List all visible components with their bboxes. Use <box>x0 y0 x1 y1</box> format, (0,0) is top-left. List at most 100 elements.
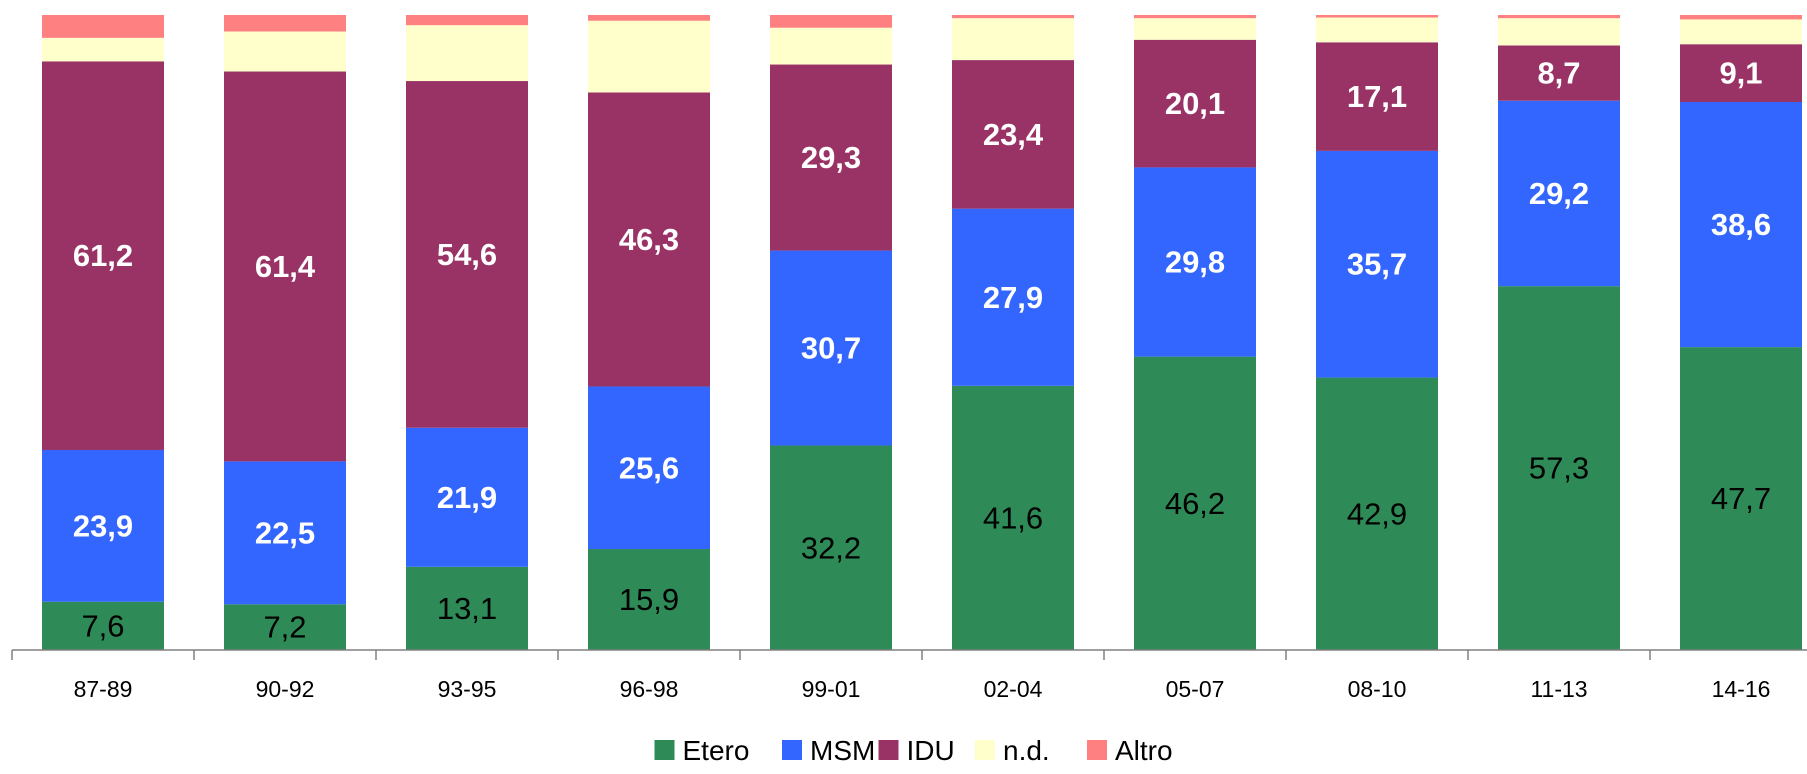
bar-segment-msm-11-13 <box>1498 100 1620 287</box>
data-label-etero-02-04: 41,6 <box>983 500 1043 535</box>
data-label-msm-14-16: 38,6 <box>1711 207 1771 242</box>
x-tick-label-99-01: 99-01 <box>802 676 861 702</box>
bar-segment-idu-87-89 <box>42 61 164 450</box>
data-label-etero-90-92: 7,2 <box>263 610 306 645</box>
bar-segment-etero-14-16 <box>1680 347 1802 650</box>
data-label-idu-02-04: 23,4 <box>983 117 1044 152</box>
data-label-idu-99-01: 29,3 <box>801 140 861 175</box>
legend-label-altro: Altro <box>1115 735 1173 766</box>
bar-segment-n-d-90-92 <box>224 31 346 72</box>
bar-segment-idu-11-13 <box>1498 45 1620 101</box>
x-tick-label-96-98: 96-98 <box>620 676 679 702</box>
bar-segment-altro-96-98 <box>588 15 710 21</box>
bar-segment-altro-14-16 <box>1680 15 1802 20</box>
bar-segment-altro-05-07 <box>1134 15 1256 19</box>
bar-segment-etero-08-10 <box>1316 377 1438 650</box>
bar-segment-n-d-96-98 <box>588 20 710 93</box>
bar-segment-msm-08-10 <box>1316 150 1438 378</box>
bar-segment-n-d-05-07 <box>1134 18 1256 40</box>
bar-segment-msm-14-16 <box>1680 102 1802 348</box>
bars-layer <box>42 15 1802 651</box>
data-label-etero-87-89: 7,6 <box>81 608 124 643</box>
value-labels-layer: 7,6 23,9 61,2 7,2 22,5 61,4 13,1 21,9 54,6 15,9 25… <box>73 56 1771 645</box>
bar-segment-msm-90-92 <box>224 461 346 605</box>
data-label-etero-93-95: 13,1 <box>437 591 497 626</box>
bar-segment-msm-93-95 <box>406 427 528 567</box>
data-label-etero-14-16: 47,7 <box>1711 481 1771 516</box>
bar-segment-n-d-08-10 <box>1316 17 1438 43</box>
x-tick-label-05-07: 05-07 <box>1166 676 1225 702</box>
x-tick-label-93-95: 93-95 <box>438 676 497 702</box>
bar-segment-msm-02-04 <box>952 208 1074 386</box>
data-label-etero-08-10: 42,9 <box>1347 496 1407 531</box>
bar-segment-altro-90-92 <box>224 15 346 32</box>
data-label-idu-14-16: 9,1 <box>1719 56 1762 91</box>
bar-segment-n-d-87-89 <box>42 37 164 62</box>
bar-segment-idu-08-10 <box>1316 42 1438 151</box>
bar-segment-n-d-11-13 <box>1498 18 1620 46</box>
x-tick-label-90-92: 90-92 <box>256 676 315 702</box>
bar-segment-etero-99-01 <box>770 445 892 650</box>
x-tick-label-14-16: 14-16 <box>1712 676 1771 702</box>
data-label-msm-96-98: 25,6 <box>619 450 679 485</box>
data-label-etero-11-13: 57,3 <box>1529 451 1589 486</box>
bar-segment-idu-99-01 <box>770 64 892 251</box>
bar-segment-n-d-93-95 <box>406 25 528 82</box>
bar-segment-etero-05-07 <box>1134 356 1256 650</box>
x-tick-label-11-13: 11-13 <box>1530 676 1587 702</box>
data-label-idu-96-98: 46,3 <box>619 222 679 257</box>
data-label-msm-02-04: 27,9 <box>983 280 1043 315</box>
bar-segment-altro-99-01 <box>770 15 892 28</box>
data-label-msm-99-01: 30,7 <box>801 331 861 366</box>
data-label-msm-08-10: 35,7 <box>1347 247 1407 282</box>
data-label-msm-05-07: 29,8 <box>1165 245 1225 280</box>
data-label-idu-90-92: 61,4 <box>255 249 316 284</box>
legend-label-n-d: n.d. <box>1003 735 1050 766</box>
data-label-msm-87-89: 23,9 <box>73 508 133 543</box>
bar-segment-altro-93-95 <box>406 15 528 26</box>
legend-swatch-n-d <box>975 740 995 760</box>
data-label-msm-90-92: 22,5 <box>255 515 315 550</box>
data-label-etero-96-98: 15,9 <box>619 582 679 617</box>
x-axis: 87-89 90-92 93-95 96-98 99-01 02-04 05-07 08-10… <box>11 649 1807 702</box>
data-label-etero-99-01: 32,2 <box>801 530 861 565</box>
data-label-msm-11-13: 29,2 <box>1529 176 1589 211</box>
data-label-idu-05-07: 20,1 <box>1165 86 1225 121</box>
bar-segment-n-d-99-01 <box>770 27 892 65</box>
bar-segment-altro-11-13 <box>1498 15 1620 19</box>
legend-swatch-msm <box>782 740 802 760</box>
bar-segment-msm-96-98 <box>588 386 710 550</box>
bar-segment-msm-87-89 <box>42 449 164 602</box>
bar-segment-idu-14-16 <box>1680 44 1802 102</box>
legend-label-etero: Etero <box>683 735 750 766</box>
bar-segment-etero-02-04 <box>952 385 1074 650</box>
bar-segment-etero-87-89 <box>42 601 164 650</box>
x-tick-label-87-89: 87-89 <box>74 676 133 702</box>
bar-segment-etero-93-95 <box>406 566 528 651</box>
bar-segment-etero-11-13 <box>1498 286 1620 650</box>
bar-segment-etero-90-92 <box>224 604 346 650</box>
x-tick-label-02-04: 02-04 <box>984 676 1043 702</box>
legend-label-msm: MSM <box>810 735 875 766</box>
x-tick-label-08-10: 08-10 <box>1348 676 1407 702</box>
bar-segment-idu-93-95 <box>406 81 528 428</box>
bar-segment-n-d-02-04 <box>952 18 1074 61</box>
legend: Etero MSM IDU n.d. Altro <box>654 735 1173 766</box>
legend-swatch-idu <box>878 740 899 760</box>
bar-segment-altro-87-89 <box>42 15 164 38</box>
legend-swatch-altro <box>1087 740 1107 760</box>
bar-segment-idu-96-98 <box>588 92 710 387</box>
data-label-etero-05-07: 46,2 <box>1165 486 1225 521</box>
data-label-idu-11-13: 8,7 <box>1537 56 1580 91</box>
bar-segment-idu-05-07 <box>1134 39 1256 168</box>
data-label-idu-08-10: 17,1 <box>1347 79 1407 114</box>
data-label-idu-93-95: 54,6 <box>437 237 497 272</box>
bar-segment-altro-02-04 <box>952 15 1074 19</box>
bar-segment-idu-02-04 <box>952 60 1074 209</box>
data-label-msm-93-95: 21,9 <box>437 480 497 515</box>
legend-label-idu: IDU <box>907 735 955 766</box>
legend-swatch-etero <box>654 740 675 760</box>
bar-segment-idu-90-92 <box>224 71 346 462</box>
bar-segment-msm-05-07 <box>1134 167 1256 357</box>
